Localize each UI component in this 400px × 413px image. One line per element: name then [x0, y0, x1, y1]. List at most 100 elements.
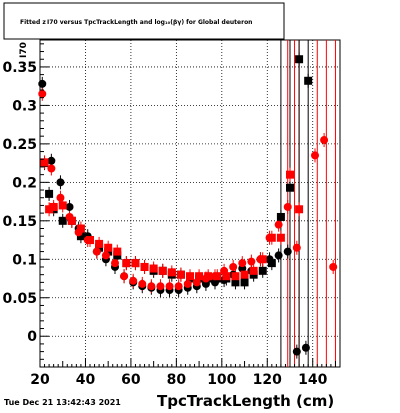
- title-box: [3, 2, 285, 40]
- data-point-square: [267, 259, 276, 268]
- data-point-square: [58, 201, 67, 210]
- y-axis-label: I70: [19, 42, 29, 58]
- data-point-square: [276, 212, 285, 221]
- data-point-circle: [211, 278, 219, 287]
- data-point-square: [149, 264, 158, 273]
- x-tick-label: 120: [253, 372, 282, 388]
- data-point-circle: [156, 282, 165, 291]
- data-point-square: [176, 270, 185, 279]
- data-point-square: [222, 272, 231, 281]
- data-point-circle: [192, 278, 201, 287]
- data-point-square: [295, 205, 304, 214]
- data-point-square: [58, 216, 67, 225]
- data-point-circle: [65, 212, 74, 221]
- data-point-circle: [65, 202, 74, 211]
- data-point-square: [186, 272, 194, 281]
- data-point-square: [40, 158, 49, 167]
- data-point-circle: [265, 233, 274, 242]
- x-tick-label: 140: [298, 372, 327, 388]
- y-tick-label: 0.2: [12, 175, 37, 191]
- data-point-circle: [229, 262, 238, 271]
- data-point-square: [276, 233, 285, 242]
- data-point-circle: [174, 282, 183, 291]
- data-point-circle: [283, 202, 292, 211]
- y-tick-label: 0.1: [12, 252, 37, 268]
- x-tick-label: 40: [76, 372, 96, 388]
- data-point-circle: [56, 178, 65, 187]
- data-point-circle: [38, 79, 47, 88]
- data-point-square: [95, 239, 104, 248]
- data-point-circle: [220, 266, 229, 275]
- data-point-circle: [138, 279, 147, 288]
- data-point-circle: [211, 272, 219, 281]
- chart-title: Fitted z I70 versus TpcTrackLength and l…: [20, 19, 252, 26]
- x-tick-label: 80: [167, 372, 187, 388]
- data-point-circle: [201, 274, 210, 283]
- data-point-circle: [265, 255, 274, 264]
- data-point-circle: [47, 156, 56, 165]
- data-point-circle: [74, 228, 83, 237]
- error-bars: [41, 40, 336, 367]
- data-point-square: [195, 272, 204, 281]
- data-point-square: [45, 189, 54, 198]
- y-tick-label: 0.25: [2, 137, 37, 153]
- data-point-square: [231, 272, 240, 281]
- data-point-square: [158, 266, 167, 275]
- data-point-square: [258, 266, 267, 275]
- data-point-square: [49, 202, 58, 211]
- data-point-circle: [38, 89, 47, 98]
- data-point-square: [240, 270, 249, 279]
- data-point-circle: [183, 279, 192, 288]
- data-point-square: [104, 243, 113, 252]
- data-point-square: [76, 224, 85, 233]
- y-tick-label: 0.15: [2, 214, 37, 230]
- x-tick-label: 100: [207, 372, 236, 388]
- data-point-circle: [292, 243, 301, 252]
- data-point-circle: [165, 282, 174, 291]
- y-tick-label: 0.05: [2, 291, 37, 307]
- data-point-square: [113, 247, 122, 256]
- data-point-circle: [238, 259, 247, 268]
- data-point-circle: [83, 236, 92, 245]
- data-point-square: [122, 259, 131, 268]
- data-point-circle: [247, 257, 256, 266]
- data-point-circle: [283, 247, 292, 256]
- data-point-square: [167, 268, 176, 277]
- data-point-circle: [256, 255, 265, 264]
- data-point-circle: [101, 251, 110, 260]
- data-point-square: [131, 259, 140, 268]
- data-marks: [38, 55, 338, 356]
- x-tick-label: 20: [30, 372, 50, 388]
- data-point-circle: [301, 343, 310, 352]
- x-axis-label: TpcTrackLength (cm): [157, 392, 334, 409]
- data-point-square: [249, 266, 258, 275]
- timestamp: Tue Dec 21 13:42:43 2021: [4, 398, 121, 407]
- data-point-circle: [329, 262, 338, 271]
- data-point-circle: [56, 193, 65, 202]
- data-point-circle: [129, 276, 138, 285]
- data-point-circle: [274, 220, 283, 229]
- data-point-circle: [120, 272, 129, 281]
- data-point-circle: [47, 164, 56, 173]
- data-point-circle: [292, 347, 301, 356]
- y-tick-label: 0: [27, 329, 37, 345]
- data-point-circle: [92, 247, 101, 256]
- data-point-square: [231, 278, 240, 287]
- data-point-square: [304, 76, 313, 85]
- data-point-square: [286, 170, 294, 179]
- data-point-square: [295, 55, 304, 64]
- y-tick-label: 0.35: [2, 60, 37, 76]
- data-point-circle: [111, 259, 119, 268]
- data-point-square: [67, 216, 76, 225]
- data-point-square: [76, 232, 85, 241]
- x-tick-label: 60: [121, 372, 141, 388]
- data-point-circle: [320, 136, 329, 145]
- axes: 20 40 60 80 100 120 140 0 0.05 0.1 0.15 0.2 0.25 0.3 0…: [2, 43, 336, 388]
- data-point-circle: [274, 251, 283, 260]
- data-point-circle: [147, 282, 156, 291]
- data-point-square: [45, 205, 54, 214]
- data-point-square: [240, 278, 249, 287]
- data-point-circle: [311, 151, 319, 160]
